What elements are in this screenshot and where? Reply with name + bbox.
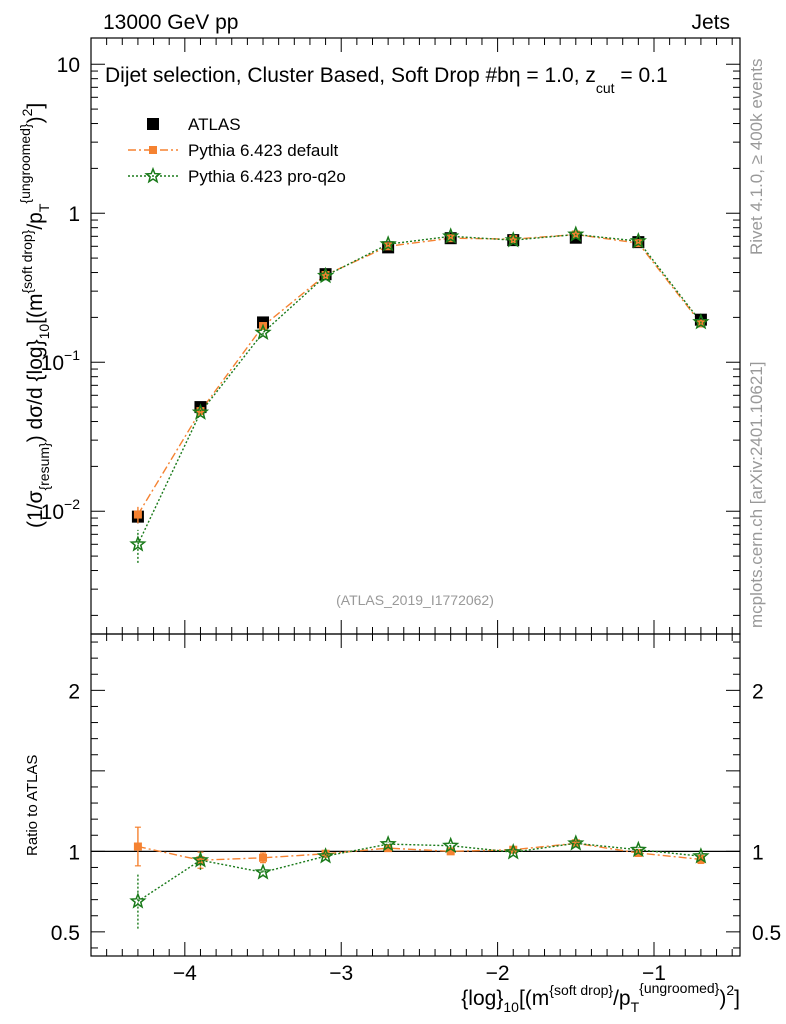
main-panel-data: [129, 225, 710, 563]
series-line-pythia-proq2o: [137, 233, 702, 545]
data-point-pythia-proq2o: [379, 235, 397, 252]
data-point-pythia-default: [133, 510, 142, 519]
ratio-panel-ticks: [91, 634, 740, 956]
data-point-pythia-proq2o: [254, 323, 272, 340]
x-tick-labels: −4 −3 −2 −1: [173, 962, 666, 985]
data-point-pythia-default: [634, 239, 643, 248]
ratio-y-tick-label: 0.5: [51, 922, 80, 945]
data-point-pythia-proq2o: [692, 312, 710, 330]
rivet-version-label: Rivet 4.1.0, ≥ 400k events: [747, 59, 766, 255]
ratio-point-pythia-default: [133, 842, 142, 851]
main-panel-ticks: [91, 38, 740, 634]
legend: ATLAS Pythia 6.423 default Pythia 6.423 …: [128, 115, 346, 186]
ratio-y-tick-labels: 0.5 0.5 1 1 2 2: [51, 680, 781, 945]
ratio-panel-data: [91, 826, 740, 929]
legend-symbol: [147, 118, 159, 130]
ratio-y-axis-label: Ratio to ATLAS: [24, 755, 41, 856]
ratio-point-pythia-proq2o: [567, 834, 585, 851]
data-point-pythia-proq2o: [629, 232, 647, 249]
y-tick-label: 10−1: [41, 347, 81, 375]
data-point-pythia-default: [509, 235, 518, 244]
ratio-point-pythia-proq2o: [629, 840, 647, 858]
data-point-pythia-default: [446, 234, 455, 243]
ratio-point-pythia-default: [571, 839, 580, 848]
ratio-point-pythia-default: [446, 847, 455, 856]
legend-atlas-marker: [147, 118, 159, 130]
ratio-point-pythia-proq2o: [129, 892, 147, 909]
ratio-line-pythia-default: [137, 842, 701, 861]
legend-pythia-default-marker: [128, 146, 178, 154]
data-point-pythia-proq2o: [567, 225, 585, 242]
x-tick-label: −2: [486, 962, 510, 985]
data-point-pythia-proq2o: [191, 403, 210, 420]
main-y-tick-labels: 10 1 10−1 10−2: [41, 54, 81, 524]
ratio-point-pythia-default: [384, 844, 393, 853]
y-tick-label: 10−2: [41, 496, 81, 524]
ratio-y-tick-label-right: 2: [752, 680, 764, 703]
ratio-point-pythia-proq2o: [316, 847, 335, 864]
x-tick-label: −4: [173, 962, 197, 985]
series-line-pythia-default: [137, 233, 702, 515]
main-panel-title: Dijet selection, Cluster Based, Soft Dro…: [105, 64, 668, 96]
ratio-point-pythia-proq2o: [504, 843, 522, 860]
energy-label: 13000 GeV pp: [103, 11, 238, 34]
legend-symbol: [149, 146, 157, 154]
y-tick-label: 10: [57, 54, 80, 77]
data-point-pythia-proq2o: [129, 535, 147, 552]
data-point-pythia-proq2o: [316, 266, 335, 284]
y-tick-label: 1: [68, 203, 80, 226]
legend-pythia-proq2o-marker: [128, 166, 178, 184]
legend-atlas-label: ATLAS: [188, 115, 241, 134]
ratio-y-tick-label: 1: [68, 841, 80, 864]
ratio-y-tick-label-right: 1: [752, 841, 764, 864]
ratio-point-pythia-proq2o: [254, 863, 272, 880]
legend-pythia-proq2o-label: Pythia 6.423 pro-q2o: [188, 167, 346, 186]
data-point-pythia-proq2o: [504, 231, 522, 248]
analysis-id-label: (ATLAS_2019_I1772062): [336, 592, 494, 608]
ratio-y-tick-label: 2: [68, 680, 80, 703]
x-tick-label: −1: [642, 962, 666, 985]
mcplots-label: mcplots.cern.ch [arXiv:2401.10621]: [747, 362, 766, 628]
ratio-y-tick-label-right: 0.5: [752, 922, 781, 945]
ratio-point-pythia-proq2o: [442, 836, 460, 854]
main-y-axis-label: (1/σ{resum}) dσ/d {log}10[(m{soft drop}/…: [17, 103, 52, 528]
ratio-panel-frame: [90, 633, 741, 957]
ratio-point-pythia-proq2o: [692, 847, 710, 864]
ratio-point-pythia-proq2o: [191, 851, 210, 868]
ratio-point-pythia-proq2o: [379, 835, 397, 852]
process-label: Jets: [691, 11, 730, 34]
ratio-point-pythia-default: [259, 853, 268, 862]
x-tick-label: −3: [329, 962, 353, 985]
legend-pythia-default-label: Pythia 6.423 default: [188, 141, 339, 160]
data-point-pythia-proq2o: [442, 227, 460, 244]
legend-symbol: [144, 166, 162, 184]
x-axis-label: {log}10[(m{soft drop}/pT{ungroomed})2]: [461, 980, 740, 1015]
